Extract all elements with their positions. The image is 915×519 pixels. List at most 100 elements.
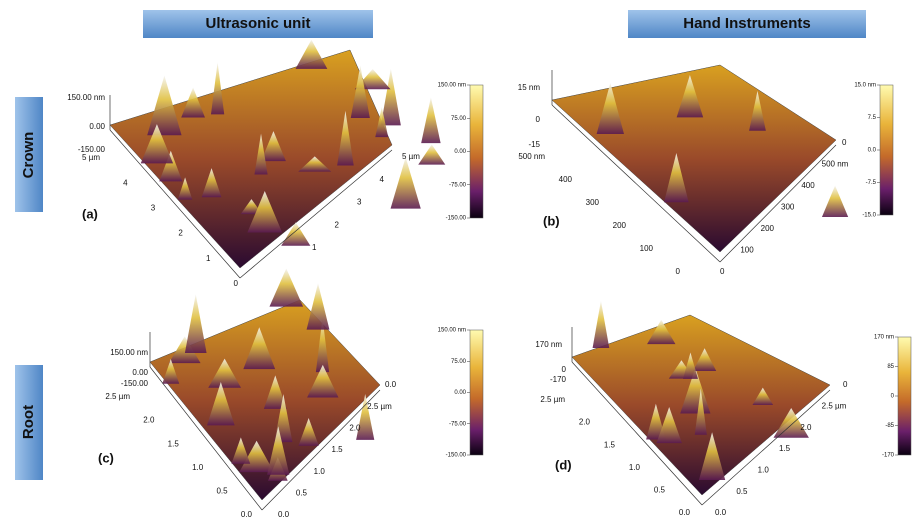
right-axis-label: 4 <box>380 175 385 184</box>
figure: Ultrasonic unit Hand Instruments Crown R… <box>0 0 915 519</box>
colorbar-label: -150.00 <box>446 216 467 222</box>
colorbar-label: 85 <box>887 364 894 370</box>
surface-peak <box>295 40 327 69</box>
panel-label: (a) <box>82 206 98 221</box>
panel-label: (b) <box>543 213 560 228</box>
right-axis-label: 200 <box>761 224 775 233</box>
left-axis-label: 0 <box>234 279 239 288</box>
right-axis-label: 0.5 <box>296 488 308 497</box>
right-axis-label: 3 <box>357 198 362 207</box>
right-axis-label: 0.0 <box>385 380 397 389</box>
colorbar-label: -75.00 <box>449 421 467 427</box>
z-axis-label: 0 <box>562 365 567 374</box>
left-axis-label: 3 <box>151 204 156 213</box>
left-axis-label: 100 <box>640 244 654 253</box>
row-label: Root <box>20 405 37 439</box>
right-axis-label: 2.0 <box>800 423 812 432</box>
left-axis-label: 5 µm <box>82 153 100 162</box>
panel-label: (d) <box>555 457 572 472</box>
colorbar-label: 0.0 <box>868 148 877 154</box>
colorbar-label: 15.0 nm <box>854 83 876 89</box>
colorbar-label: 75.00 <box>451 359 467 365</box>
colorbar-label: -150.00 <box>446 453 467 459</box>
surface-peak <box>185 294 207 353</box>
colorbar-label: 0 <box>891 394 895 400</box>
z-axis-label: 0.00 <box>89 122 105 131</box>
z-axis-label: 150.00 nm <box>67 93 105 102</box>
colorbar-label: -85 <box>885 423 894 429</box>
left-axis-label: 0.5 <box>216 487 228 496</box>
right-axis-label: 1.5 <box>332 445 344 454</box>
colorbar <box>898 337 911 455</box>
z-axis-label: 0 <box>536 115 541 124</box>
left-axis-label: 1.0 <box>629 463 641 472</box>
right-axis-label: 0.0 <box>715 508 727 517</box>
colorbar-label: 150.00 nm <box>438 83 466 89</box>
colorbar <box>880 85 893 215</box>
right-axis-label: 2.0 <box>349 423 361 432</box>
z-axis-label: -15 <box>528 140 540 149</box>
colorbar-label: 75.00 <box>451 116 467 122</box>
right-axis-label: 2 <box>335 220 340 229</box>
colorbar <box>470 330 483 455</box>
colorbar-label: -7.5 <box>866 180 877 186</box>
z-axis-label: 15 nm <box>518 83 541 92</box>
left-axis-label: 1.5 <box>604 440 616 449</box>
surface-peak <box>269 268 303 306</box>
left-axis-label: 4 <box>123 178 128 187</box>
left-axis-label: 400 <box>559 175 573 184</box>
right-axis-label: 2.5 µm <box>822 401 847 410</box>
left-axis-label: 2.0 <box>143 416 155 425</box>
colorbar-label: 0.00 <box>454 149 466 155</box>
surface-peak <box>391 157 421 208</box>
right-axis-label: 300 <box>781 203 795 212</box>
left-axis-label: 2.5 µm <box>540 395 565 404</box>
right-axis-label: 500 nm <box>822 160 849 169</box>
left-axis-label: 0 <box>676 267 681 276</box>
left-axis-label: 1.5 <box>168 439 180 448</box>
colorbar-label: 7.5 <box>868 115 877 121</box>
surface-peak <box>421 97 440 143</box>
right-axis-label: 100 <box>740 246 754 255</box>
right-axis-label: 2.5 µm <box>367 402 392 411</box>
colorbar-label: 170 nm <box>874 335 894 341</box>
left-axis-label: 1 <box>206 254 211 263</box>
colorbar-label: 150.00 nm <box>438 328 466 334</box>
z-axis-label: 150.00 nm <box>110 348 148 357</box>
left-axis-label: 500 nm <box>518 152 545 161</box>
left-axis-label: 0.5 <box>654 486 666 495</box>
left-axis-label: 2.5 µm <box>105 392 130 401</box>
colorbar-label: -75.00 <box>449 182 467 188</box>
left-axis-label: 0.0 <box>679 508 691 517</box>
left-axis-label: 200 <box>613 221 627 230</box>
right-axis-label: 1.0 <box>758 465 770 474</box>
z-axis-label: -170 <box>550 375 567 384</box>
z-axis-label: 0.00 <box>132 368 148 377</box>
surface-peak <box>418 144 445 164</box>
right-axis-label: 0 <box>720 267 725 276</box>
colorbar-label: -170 <box>882 453 895 459</box>
right-axis-label: 1.0 <box>314 467 326 476</box>
left-axis-label: 300 <box>586 198 600 207</box>
panel-label: (c) <box>98 450 114 465</box>
row-label: Crown <box>20 132 37 179</box>
right-axis-label: 5 µm <box>402 152 420 161</box>
right-axis-label: 0.0 <box>278 510 290 519</box>
left-axis-label: 0.0 <box>241 510 253 519</box>
surface-peak <box>593 301 610 348</box>
z-axis-label: -150.00 <box>121 379 149 388</box>
right-axis-label: 0.5 <box>736 487 748 496</box>
header-left: Ultrasonic unit <box>205 15 310 32</box>
right-axis-label: 0 <box>843 380 848 389</box>
z-axis-label: 170 nm <box>535 340 562 349</box>
header-right: Hand Instruments <box>683 15 811 32</box>
right-axis-label: 400 <box>801 181 815 190</box>
left-axis-label: 2 <box>178 229 183 238</box>
colorbar <box>470 85 483 218</box>
surface-peak <box>211 62 224 114</box>
surface-peak <box>307 283 330 329</box>
surface-peak <box>822 186 848 217</box>
colorbar-label: 0.00 <box>454 390 466 396</box>
colorbar-label: -15.0 <box>862 213 876 219</box>
right-axis-label: 1.5 <box>779 444 791 453</box>
